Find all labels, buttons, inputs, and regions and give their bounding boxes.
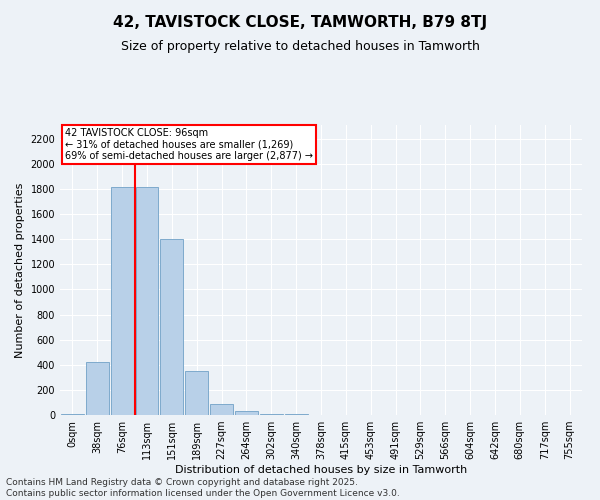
Bar: [136, 186, 158, 415]
Bar: [61, 414, 84, 415]
Bar: [235, 411, 258, 415]
Bar: [185, 371, 208, 415]
X-axis label: Distribution of detached houses by size in Tamworth: Distribution of detached houses by size …: [175, 465, 467, 475]
Text: Size of property relative to detached houses in Tamworth: Size of property relative to detached ho…: [121, 40, 479, 53]
Text: 42, TAVISTOCK CLOSE, TAMWORTH, B79 8TJ: 42, TAVISTOCK CLOSE, TAMWORTH, B79 8TJ: [113, 15, 487, 30]
Bar: [285, 414, 308, 415]
Bar: [260, 414, 283, 415]
Bar: [210, 404, 233, 415]
Text: 42 TAVISTOCK CLOSE: 96sqm
← 31% of detached houses are smaller (1,269)
69% of se: 42 TAVISTOCK CLOSE: 96sqm ← 31% of detac…: [65, 128, 313, 161]
Bar: [86, 362, 109, 415]
Text: Contains HM Land Registry data © Crown copyright and database right 2025.
Contai: Contains HM Land Registry data © Crown c…: [6, 478, 400, 498]
Y-axis label: Number of detached properties: Number of detached properties: [15, 182, 25, 358]
Bar: [160, 239, 183, 415]
Bar: [111, 186, 134, 415]
